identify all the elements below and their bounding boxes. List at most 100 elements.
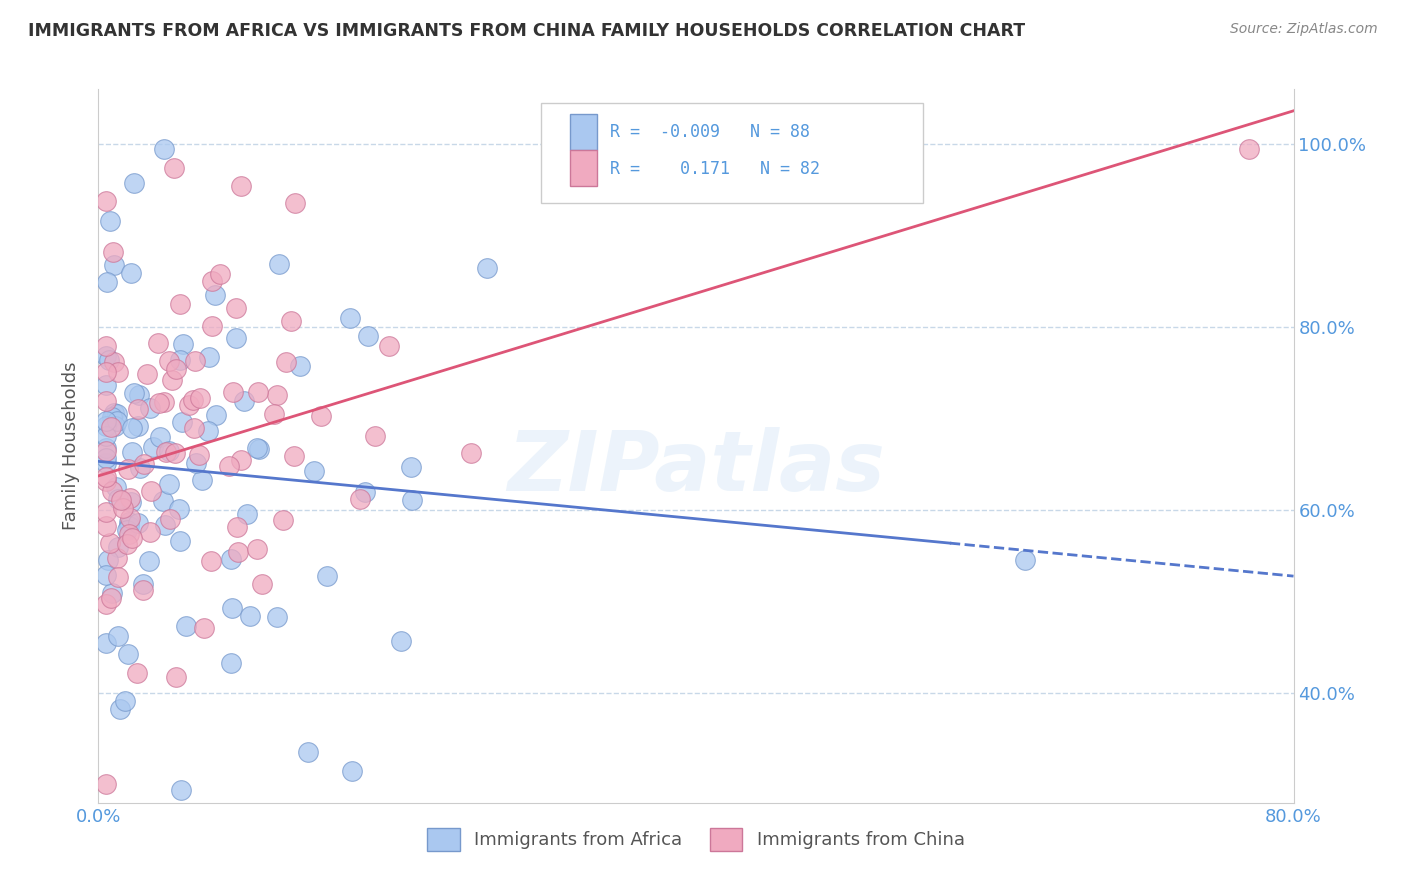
Point bbox=[219, 552, 242, 566]
Point bbox=[101, 410, 124, 425]
Point bbox=[169, 353, 191, 368]
Legend: Immigrants from Africa, Immigrants from China: Immigrants from Africa, Immigrants from … bbox=[420, 821, 972, 858]
Point bbox=[169, 297, 191, 311]
Point bbox=[94, 636, 117, 650]
Point bbox=[401, 493, 423, 508]
Point bbox=[354, 484, 377, 499]
Point bbox=[94, 567, 117, 582]
Point bbox=[94, 519, 117, 533]
Point bbox=[114, 694, 136, 708]
Point bbox=[245, 441, 267, 455]
Point bbox=[117, 462, 139, 476]
Point bbox=[94, 474, 117, 488]
Point bbox=[153, 395, 176, 409]
Point bbox=[120, 510, 142, 524]
Point bbox=[297, 746, 319, 760]
Point bbox=[132, 458, 155, 472]
Text: Source: ZipAtlas.com: Source: ZipAtlas.com bbox=[1230, 22, 1378, 37]
Point bbox=[232, 393, 254, 408]
Text: IMMIGRANTS FROM AFRICA VS IMMIGRANTS FROM CHINA FAMILY HOUSEHOLDS CORRELATION CH: IMMIGRANTS FROM AFRICA VS IMMIGRANTS FRO… bbox=[28, 22, 1025, 40]
Point bbox=[172, 337, 194, 351]
Point bbox=[105, 479, 128, 493]
Point bbox=[204, 288, 226, 302]
Point bbox=[94, 597, 117, 611]
Point bbox=[247, 442, 270, 457]
Point bbox=[309, 409, 332, 423]
Point bbox=[96, 275, 118, 289]
Point bbox=[139, 401, 162, 416]
Point bbox=[200, 554, 222, 568]
Point bbox=[266, 387, 288, 401]
Point bbox=[188, 391, 211, 405]
Point bbox=[162, 373, 184, 387]
Point bbox=[246, 385, 269, 400]
Point bbox=[226, 545, 249, 559]
Point bbox=[98, 214, 121, 228]
FancyBboxPatch shape bbox=[571, 114, 596, 150]
Point bbox=[108, 702, 131, 716]
Point bbox=[389, 633, 412, 648]
Point bbox=[155, 445, 177, 459]
Point bbox=[94, 194, 117, 209]
Point bbox=[201, 318, 224, 333]
Point bbox=[239, 608, 262, 623]
Point bbox=[94, 377, 117, 392]
Point bbox=[139, 525, 162, 540]
Point bbox=[165, 362, 187, 376]
Point bbox=[94, 443, 117, 458]
Point bbox=[94, 414, 117, 428]
Point bbox=[117, 648, 139, 662]
Point bbox=[246, 541, 269, 556]
Point bbox=[229, 178, 252, 193]
Point bbox=[94, 428, 117, 442]
Point bbox=[94, 456, 117, 470]
Point bbox=[167, 502, 190, 516]
Point bbox=[118, 527, 141, 541]
Point bbox=[94, 393, 117, 408]
Point bbox=[148, 396, 170, 410]
Point bbox=[141, 484, 163, 499]
Point bbox=[118, 518, 141, 533]
Point bbox=[460, 446, 482, 460]
Point bbox=[205, 408, 228, 422]
Point bbox=[94, 822, 117, 836]
Point bbox=[101, 245, 124, 260]
Point bbox=[96, 506, 118, 520]
Point bbox=[115, 524, 138, 538]
Point bbox=[104, 419, 127, 434]
Point bbox=[250, 576, 273, 591]
Point bbox=[103, 258, 125, 272]
Point bbox=[302, 464, 325, 478]
Point bbox=[107, 551, 129, 566]
Point bbox=[132, 582, 155, 597]
Point bbox=[97, 553, 120, 567]
Point bbox=[115, 536, 138, 550]
Point bbox=[127, 516, 149, 530]
Point bbox=[122, 176, 145, 190]
Point bbox=[174, 619, 197, 633]
Point bbox=[179, 398, 201, 412]
Point bbox=[1014, 553, 1036, 567]
Text: R =    0.171   N = 82: R = 0.171 N = 82 bbox=[610, 161, 820, 178]
Point bbox=[152, 493, 174, 508]
Point bbox=[197, 350, 219, 364]
Point bbox=[280, 314, 302, 328]
Point bbox=[149, 430, 172, 444]
Point bbox=[364, 428, 387, 442]
Point bbox=[94, 339, 117, 353]
Text: ZIPatlas: ZIPatlas bbox=[508, 427, 884, 508]
Point bbox=[201, 274, 224, 288]
Point bbox=[342, 764, 364, 778]
Point bbox=[218, 458, 240, 473]
Point bbox=[100, 420, 122, 434]
Point bbox=[127, 402, 149, 417]
Point bbox=[271, 513, 294, 527]
Point bbox=[221, 600, 243, 615]
Point bbox=[105, 414, 128, 428]
Point bbox=[290, 359, 312, 374]
Point bbox=[219, 656, 242, 670]
Point bbox=[169, 533, 191, 548]
Point bbox=[146, 335, 169, 350]
Point bbox=[401, 460, 423, 475]
Point bbox=[159, 512, 181, 526]
